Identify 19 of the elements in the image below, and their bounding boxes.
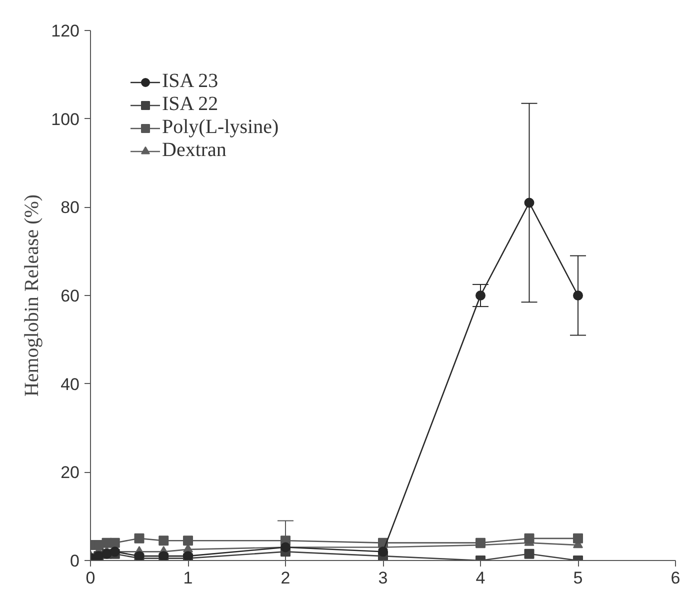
x-tick-label: 1 (183, 568, 193, 588)
legend-label: Dextran (162, 139, 226, 162)
y-tick-label: 40 (60, 374, 80, 394)
x-tick-label: 2 (280, 568, 290, 588)
x-tick-label: 3 (378, 568, 388, 588)
legend-label: ISA 23 (162, 70, 218, 93)
legend-label: ISA 22 (162, 93, 218, 116)
y-tick-label: 0 (70, 552, 80, 570)
x-tick-label: 6 (670, 568, 680, 588)
y-axis-title: Hemoglobin Release (%) (21, 194, 44, 397)
x-tick-label: 0 (86, 568, 96, 588)
x-tick-label: 4 (476, 568, 486, 588)
legend-label: Poly(L-lysine) (162, 116, 279, 139)
y-tick-label: 20 (60, 463, 80, 482)
x-tick-label: 5 (573, 568, 583, 588)
y-tick-label: 80 (60, 198, 80, 218)
y-tick-label: 100 (51, 110, 80, 129)
y-tick-label: 60 (60, 286, 80, 306)
y-tick-label: 120 (51, 22, 80, 40)
